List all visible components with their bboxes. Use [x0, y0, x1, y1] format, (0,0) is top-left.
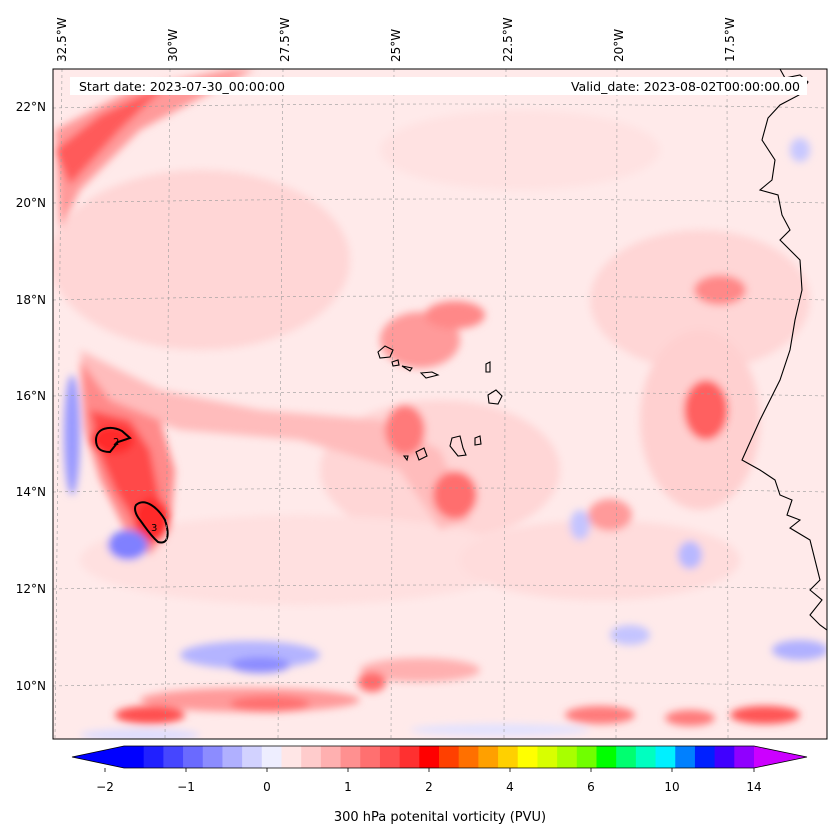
coastlines [377, 69, 827, 631]
island-brava [402, 455, 409, 462]
cb-tick-neg2: −2 [96, 780, 114, 794]
island-fogo [415, 447, 428, 461]
colorbar: −2 −1 0 1 2 4 6 10 14 300 hPa potenital … [71, 745, 808, 825]
colorbar-cell [143, 746, 164, 768]
cb-tick-2: 2 [425, 780, 433, 794]
lon-tick-30w: 30°W [166, 29, 180, 62]
lon-tick-17-5w: 17.5°W [723, 17, 737, 62]
cb-tick-10: 10 [664, 780, 679, 794]
island-boa-vista [487, 389, 503, 405]
lon-tick-22-5w: 22.5°W [501, 17, 515, 62]
cb-tick-0: 0 [263, 780, 271, 794]
colorbar-cell [596, 746, 617, 768]
lat-tick-10n: 10°N [16, 679, 46, 693]
contour-label-3: 3 [151, 523, 157, 534]
cb-tick-14: 14 [746, 780, 761, 794]
colorbar-cell [183, 746, 204, 768]
colorbar-cells [124, 746, 755, 768]
colorbar-cell [124, 746, 145, 768]
lat-tick-16n: 16°N [16, 389, 46, 403]
lon-tick-32-5w: 32.5°W [55, 17, 69, 62]
colorbar-cell [320, 746, 341, 768]
colorbar-cell [675, 746, 696, 768]
start-date-label: Start date: 2023-07-30_00:00:00 [79, 79, 285, 94]
colorbar-cell [379, 746, 401, 768]
colorbar-tick-labels: −2 −1 0 1 2 4 6 10 14 [96, 780, 761, 794]
lon-tick-20w: 20°W [612, 29, 626, 62]
colorbar-cell [222, 746, 243, 768]
island-sao-nicolau [401, 365, 413, 372]
colorbar-cell [694, 746, 716, 768]
colorbar-cell [163, 746, 184, 768]
colorbar-cell [399, 746, 420, 768]
colorbar-cell [537, 746, 558, 768]
colorbar-under-arrow [72, 746, 124, 768]
colorbar-cell [714, 746, 735, 768]
cb-tick-6: 6 [587, 780, 595, 794]
colorbar-cell [242, 746, 263, 768]
lon-tick-25w: 25°W [389, 29, 403, 62]
colorbar-cell [478, 746, 499, 768]
colorbar-label: 300 hPa potenital vorticity (PVU) [334, 810, 546, 825]
colorbar-cell [439, 746, 460, 768]
contour-label-2: 2 [113, 437, 119, 448]
colorbar-cell [281, 746, 302, 768]
colorbar-cell [616, 746, 637, 768]
colorbar-cell [261, 746, 282, 768]
gridlines [53, 69, 827, 739]
colorbar-cell [301, 746, 322, 768]
pv-shading [53, 69, 827, 739]
lat-tick-labels: 22°N 20°N 18°N 16°N 14°N 12°N 10°N [16, 100, 46, 693]
lat-tick-22n: 22°N [16, 100, 46, 114]
colorbar-cell [734, 746, 755, 768]
map-frame [52, 68, 828, 740]
colorbar-cell [576, 746, 597, 768]
colorbar-over-arrow [754, 746, 807, 768]
cb-tick-neg1: −1 [177, 780, 195, 794]
colorbar-cell [635, 746, 656, 768]
lon-tick-27-5w: 27.5°W [278, 17, 292, 62]
island-sal [485, 361, 491, 373]
colorbar-cell [498, 746, 519, 768]
lat-tick-18n: 18°N [16, 293, 46, 307]
africa-coastline [741, 69, 827, 631]
lat-tick-12n: 12°N [16, 582, 46, 596]
colorbar-cell [655, 746, 676, 768]
header-box [70, 77, 807, 95]
cb-tick-1: 1 [344, 780, 352, 794]
colorbar-outline [71, 745, 808, 769]
colorbar-cell [557, 746, 578, 768]
colorbar-cell [517, 746, 538, 768]
pv-2-contour [94, 427, 169, 544]
colorbar-cell [360, 746, 381, 768]
colorbar-cell [202, 746, 223, 768]
pv-field [53, 69, 827, 739]
colorbar-cell [458, 746, 479, 768]
cb-tick-4: 4 [506, 780, 514, 794]
colorbar-cell [419, 746, 440, 768]
lat-tick-14n: 14°N [16, 485, 46, 499]
valid-date-label: Valid_date: 2023-08-02T00:00:00.00 [571, 79, 800, 94]
island-santo-antao [377, 345, 394, 359]
lat-tick-20n: 20°N [16, 196, 46, 210]
lon-tick-labels: 32.5°W 30°W 27.5°W 25°W 22.5°W 20°W 17.5… [55, 17, 737, 62]
island-maio [474, 435, 482, 446]
colorbar-ticks [104, 768, 755, 772]
island-santiago [449, 435, 467, 457]
island-sao-vicente [391, 359, 400, 367]
colorbar-cell [340, 746, 361, 768]
island-santa-luzia [419, 371, 440, 379]
